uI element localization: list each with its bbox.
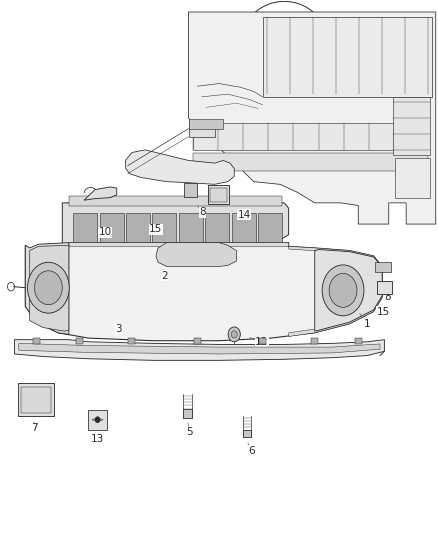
Circle shape xyxy=(329,273,357,308)
Text: 3: 3 xyxy=(116,324,122,334)
Text: 10: 10 xyxy=(99,227,112,237)
Bar xyxy=(393,97,430,155)
Polygon shape xyxy=(315,249,382,331)
Circle shape xyxy=(322,265,364,316)
Bar xyxy=(258,214,282,248)
Bar xyxy=(377,281,392,294)
Polygon shape xyxy=(156,243,237,266)
Bar xyxy=(355,337,362,344)
Bar xyxy=(208,185,229,204)
Bar xyxy=(244,430,251,437)
Bar xyxy=(193,123,428,150)
Polygon shape xyxy=(25,243,69,334)
Text: 2: 2 xyxy=(161,271,168,280)
Bar xyxy=(262,17,432,97)
Polygon shape xyxy=(188,12,436,224)
Circle shape xyxy=(231,330,237,338)
Bar xyxy=(128,337,135,344)
Circle shape xyxy=(35,271,62,305)
Bar xyxy=(69,196,282,206)
Polygon shape xyxy=(62,203,289,256)
Bar xyxy=(73,214,97,248)
Polygon shape xyxy=(69,243,382,336)
Bar xyxy=(33,337,40,344)
Bar xyxy=(21,387,51,414)
Bar xyxy=(210,188,227,202)
Bar xyxy=(259,337,266,344)
Bar xyxy=(188,120,215,136)
Polygon shape xyxy=(14,340,385,360)
Bar xyxy=(193,152,428,171)
Bar xyxy=(126,214,150,248)
Text: 13: 13 xyxy=(91,434,104,444)
Bar xyxy=(311,337,318,344)
Text: 14: 14 xyxy=(238,209,251,220)
Polygon shape xyxy=(25,243,382,341)
Text: 15: 15 xyxy=(377,306,390,317)
Text: 12: 12 xyxy=(255,337,268,348)
Polygon shape xyxy=(30,245,69,331)
Circle shape xyxy=(95,417,100,423)
Circle shape xyxy=(163,248,171,258)
Bar xyxy=(194,337,201,344)
Polygon shape xyxy=(84,187,117,200)
Text: 6: 6 xyxy=(248,446,254,456)
Bar xyxy=(375,262,391,272)
Bar xyxy=(76,337,83,344)
Bar xyxy=(184,183,197,197)
Text: 5: 5 xyxy=(186,427,193,437)
Bar xyxy=(99,214,124,248)
Bar xyxy=(179,214,203,248)
Bar xyxy=(395,158,430,198)
Polygon shape xyxy=(19,343,380,354)
Text: 8: 8 xyxy=(385,292,391,302)
Text: 1: 1 xyxy=(364,319,370,329)
Text: 8: 8 xyxy=(199,207,206,217)
Bar xyxy=(184,409,192,418)
Bar xyxy=(232,214,256,248)
Text: 7: 7 xyxy=(31,423,37,433)
Text: 15: 15 xyxy=(149,224,162,235)
Bar xyxy=(188,119,223,128)
Circle shape xyxy=(93,248,101,258)
Bar xyxy=(18,383,53,416)
Circle shape xyxy=(224,248,232,258)
Circle shape xyxy=(228,327,240,342)
Bar xyxy=(88,410,107,430)
Polygon shape xyxy=(92,418,103,422)
Polygon shape xyxy=(125,150,234,184)
Bar xyxy=(152,214,177,248)
Circle shape xyxy=(28,262,69,313)
Bar xyxy=(205,214,229,248)
Text: 11: 11 xyxy=(33,297,46,308)
